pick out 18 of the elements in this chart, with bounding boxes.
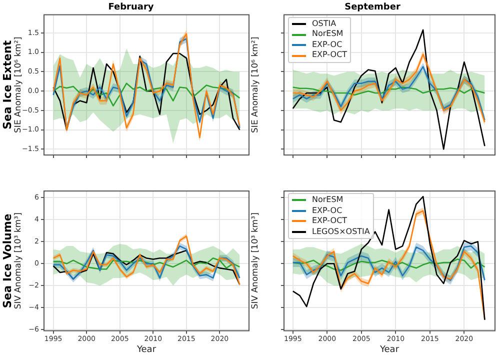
legend-label: NorESM xyxy=(312,195,344,206)
legend-label: EXP-OCT xyxy=(312,216,348,226)
legend-label: OSTIA xyxy=(312,18,336,30)
chart-title: September xyxy=(344,2,401,13)
y-axis-title: SIV Anomaly [10³ km³] xyxy=(13,212,24,310)
text: Sea Ice Volume xyxy=(0,214,14,308)
text: Sea Ice Extent xyxy=(0,40,14,130)
y-axis-title: SIE Anomaly [10⁶ km²] xyxy=(250,36,260,133)
y-axis-title: SIE Anomaly [10⁶ km²] xyxy=(13,36,24,133)
chart-title: February xyxy=(108,2,154,13)
legend-label: LEGOS×OSTIA xyxy=(312,226,370,237)
x-axis-title: Year xyxy=(136,344,156,355)
y-axis-title: SIV Anomaly [10³ km³] xyxy=(250,212,260,310)
legend-label: EXP-OC xyxy=(312,40,342,50)
legend-label: NorESM xyxy=(312,29,344,40)
legend-label: EXP-OC xyxy=(312,206,342,216)
x-axis-title: Year xyxy=(378,344,400,355)
legend-label: EXP-OCT xyxy=(312,50,348,61)
